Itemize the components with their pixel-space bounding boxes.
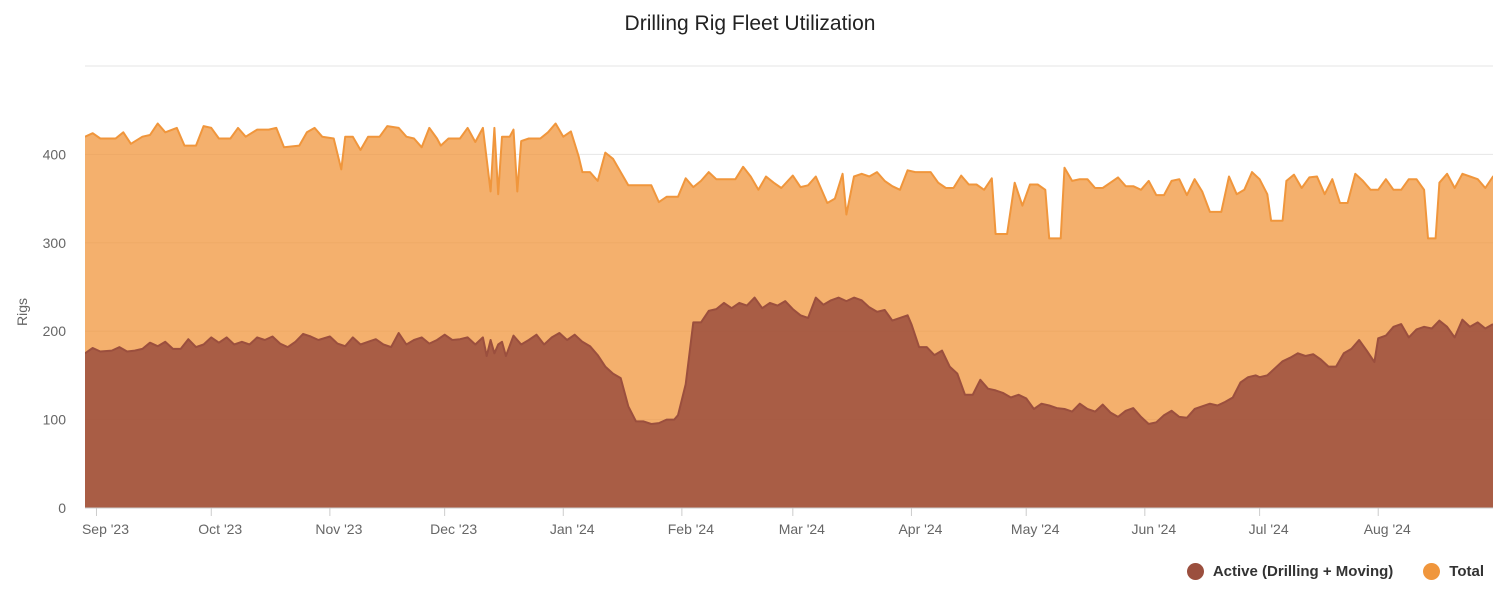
legend: Active (Drilling + Moving) Total bbox=[1157, 563, 1484, 580]
x-tick-label: Sep '23 bbox=[82, 521, 129, 537]
x-tick-label: Feb '24 bbox=[668, 521, 714, 537]
legend-item-active[interactable]: Active (Drilling + Moving) bbox=[1186, 563, 1394, 580]
x-tick-label: May '24 bbox=[1011, 521, 1060, 537]
x-tick-label: Aug '24 bbox=[1364, 521, 1411, 537]
x-tick-label: Jul '24 bbox=[1249, 521, 1289, 537]
x-tick-label: Nov '23 bbox=[315, 521, 362, 537]
chart-title: Drilling Rig Fleet Utilization bbox=[624, 12, 876, 35]
series-total-line bbox=[85, 122, 1493, 240]
y-tick-label: 0 bbox=[58, 500, 66, 516]
x-tick-label: Mar '24 bbox=[779, 521, 825, 537]
x-tick-label: Oct '23 bbox=[198, 521, 242, 537]
legend-item-total[interactable]: Total bbox=[1423, 563, 1484, 580]
y-tick-label: 400 bbox=[43, 146, 67, 162]
series-active-line bbox=[85, 296, 1493, 425]
series-group bbox=[85, 122, 1493, 508]
x-tick-label: Jun '24 bbox=[1131, 521, 1176, 537]
legend-label-active: Active (Drilling + Moving) bbox=[1212, 563, 1394, 580]
y-axis-title: Rigs bbox=[14, 298, 30, 326]
y-tick-label: 200 bbox=[43, 323, 67, 339]
x-tick-label: Jan '24 bbox=[550, 521, 595, 537]
series-active-area bbox=[85, 297, 1493, 508]
legend-swatch-active bbox=[1186, 563, 1204, 580]
x-tick-label: Apr '24 bbox=[898, 521, 942, 537]
y-tick-label: 300 bbox=[43, 235, 67, 251]
x-tick-label: Dec '23 bbox=[430, 521, 477, 537]
legend-swatch-total bbox=[1423, 563, 1441, 580]
legend-label-total: Total bbox=[1449, 563, 1484, 580]
y-tick-label: 100 bbox=[43, 412, 67, 428]
